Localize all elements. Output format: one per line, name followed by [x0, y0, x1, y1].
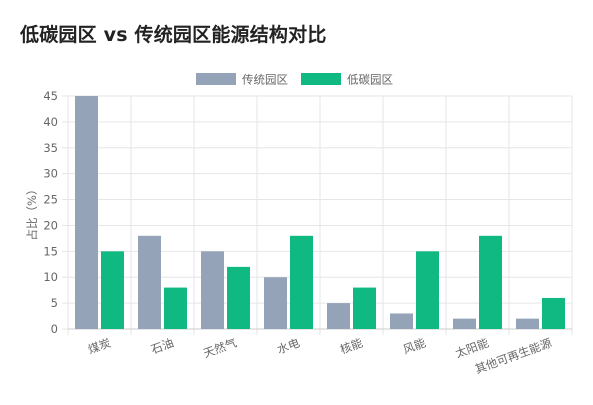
legend-label-low-carbon: 低碳园区 — [347, 73, 393, 87]
legend-item-traditional[interactable]: 传统园区 — [196, 73, 288, 87]
y-tick-label: 40 — [43, 115, 58, 129]
y-tick-label: 35 — [43, 141, 58, 155]
legend-item-low-carbon[interactable]: 低碳园区 — [301, 73, 393, 87]
y-tick-label: 20 — [43, 218, 58, 232]
y-tick-label: 45 — [43, 89, 58, 103]
x-category-label: 水电 — [275, 335, 302, 356]
y-axis-title: 占比（%） — [25, 184, 39, 241]
bars — [75, 96, 565, 329]
legend[interactable]: 传统园区 低碳园区 — [196, 73, 393, 87]
legend-swatch-traditional — [196, 73, 236, 85]
y-tick-label: 10 — [43, 270, 58, 284]
bar-low-carbon[interactable] — [353, 287, 376, 329]
legend-label-traditional: 传统园区 — [242, 73, 288, 87]
x-category-label: 天然气 — [201, 335, 239, 360]
bar-low-carbon[interactable] — [416, 251, 439, 329]
y-tick-label: 30 — [43, 167, 58, 181]
y-tick-label: 25 — [43, 193, 58, 207]
legend-swatch-low-carbon — [301, 73, 341, 85]
bar-low-carbon[interactable] — [101, 251, 124, 329]
bar-traditional[interactable] — [75, 96, 98, 329]
x-category-label: 石油 — [149, 336, 175, 357]
bar-low-carbon[interactable] — [290, 235, 313, 329]
y-tick-label: 15 — [43, 244, 58, 258]
x-category-label: 风能 — [401, 335, 428, 356]
y-tick-label: 0 — [51, 322, 58, 336]
x-category-label: 煤炭 — [86, 336, 112, 357]
bar-traditional[interactable] — [390, 313, 413, 329]
bar-traditional[interactable] — [453, 318, 476, 329]
bar-low-carbon[interactable] — [164, 287, 187, 329]
bar-traditional[interactable] — [516, 318, 539, 329]
x-category-label: 太阳能 — [453, 335, 491, 360]
bar-low-carbon[interactable] — [542, 297, 565, 329]
bar-traditional[interactable] — [327, 303, 350, 329]
y-axis-ticks: 0 5 10 15 20 25 30 35 40 45 — [43, 89, 58, 336]
x-category-label: 核能 — [338, 335, 365, 356]
bar-traditional[interactable] — [201, 251, 224, 329]
chart-title: 低碳园区 vs 传统园区能源结构对比 — [20, 24, 327, 46]
bar-traditional[interactable] — [264, 277, 287, 329]
bar-low-carbon[interactable] — [227, 266, 250, 329]
y-tick-label: 5 — [51, 296, 58, 310]
bar-low-carbon[interactable] — [479, 235, 502, 329]
bar-traditional[interactable] — [138, 235, 161, 329]
